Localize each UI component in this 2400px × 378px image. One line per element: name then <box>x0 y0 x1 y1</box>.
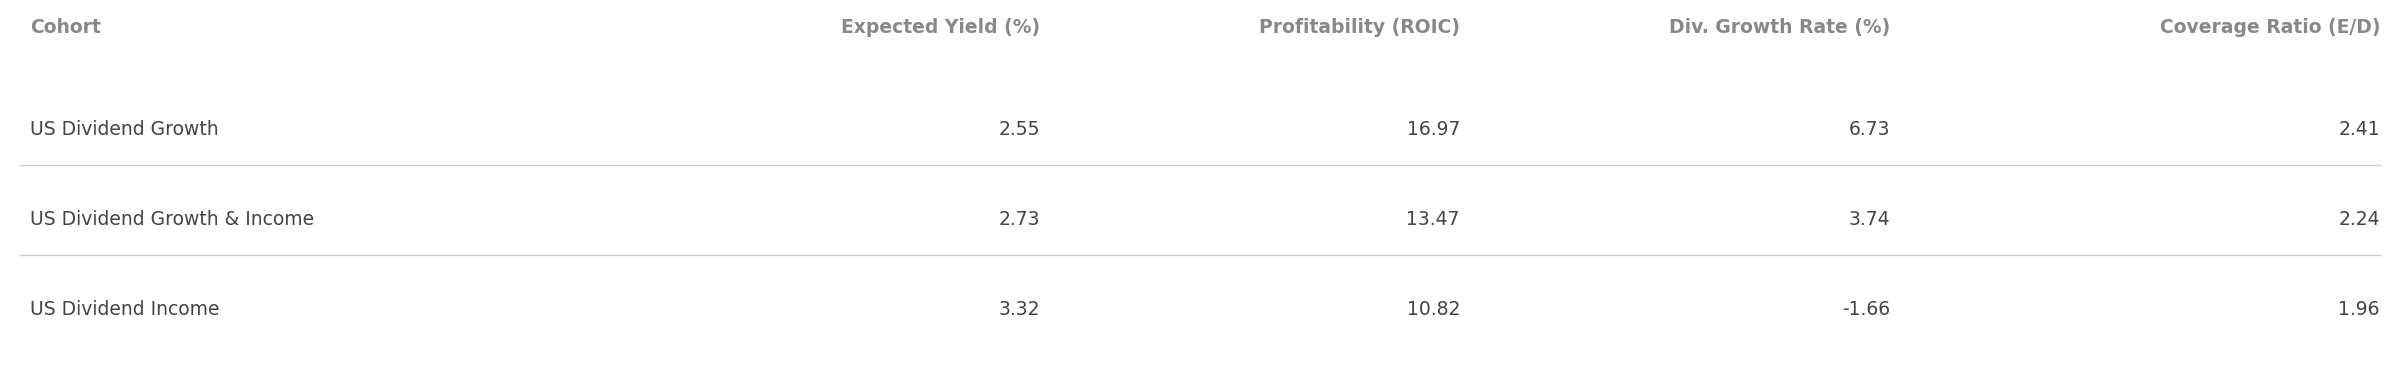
Text: 3.74: 3.74 <box>1848 210 1891 229</box>
Text: Coverage Ratio (E/D): Coverage Ratio (E/D) <box>2160 18 2381 37</box>
Text: Profitability (ROIC): Profitability (ROIC) <box>1260 18 1459 37</box>
Text: Div. Growth Rate (%): Div. Growth Rate (%) <box>1668 18 1891 37</box>
Text: 6.73: 6.73 <box>1848 120 1891 139</box>
Text: 10.82: 10.82 <box>1406 300 1459 319</box>
Text: 2.73: 2.73 <box>998 210 1039 229</box>
Text: 1.96: 1.96 <box>2338 300 2381 319</box>
Text: 3.32: 3.32 <box>998 300 1039 319</box>
Text: 2.55: 2.55 <box>998 120 1039 139</box>
Text: Expected Yield (%): Expected Yield (%) <box>840 18 1039 37</box>
Text: Cohort: Cohort <box>29 18 101 37</box>
Text: US Dividend Growth: US Dividend Growth <box>29 120 218 139</box>
Text: -1.66: -1.66 <box>1841 300 1891 319</box>
Text: US Dividend Growth & Income: US Dividend Growth & Income <box>29 210 314 229</box>
Text: 2.41: 2.41 <box>2338 120 2381 139</box>
Text: 13.47: 13.47 <box>1406 210 1459 229</box>
Text: 16.97: 16.97 <box>1406 120 1459 139</box>
Text: US Dividend Income: US Dividend Income <box>29 300 218 319</box>
Text: 2.24: 2.24 <box>2338 210 2381 229</box>
